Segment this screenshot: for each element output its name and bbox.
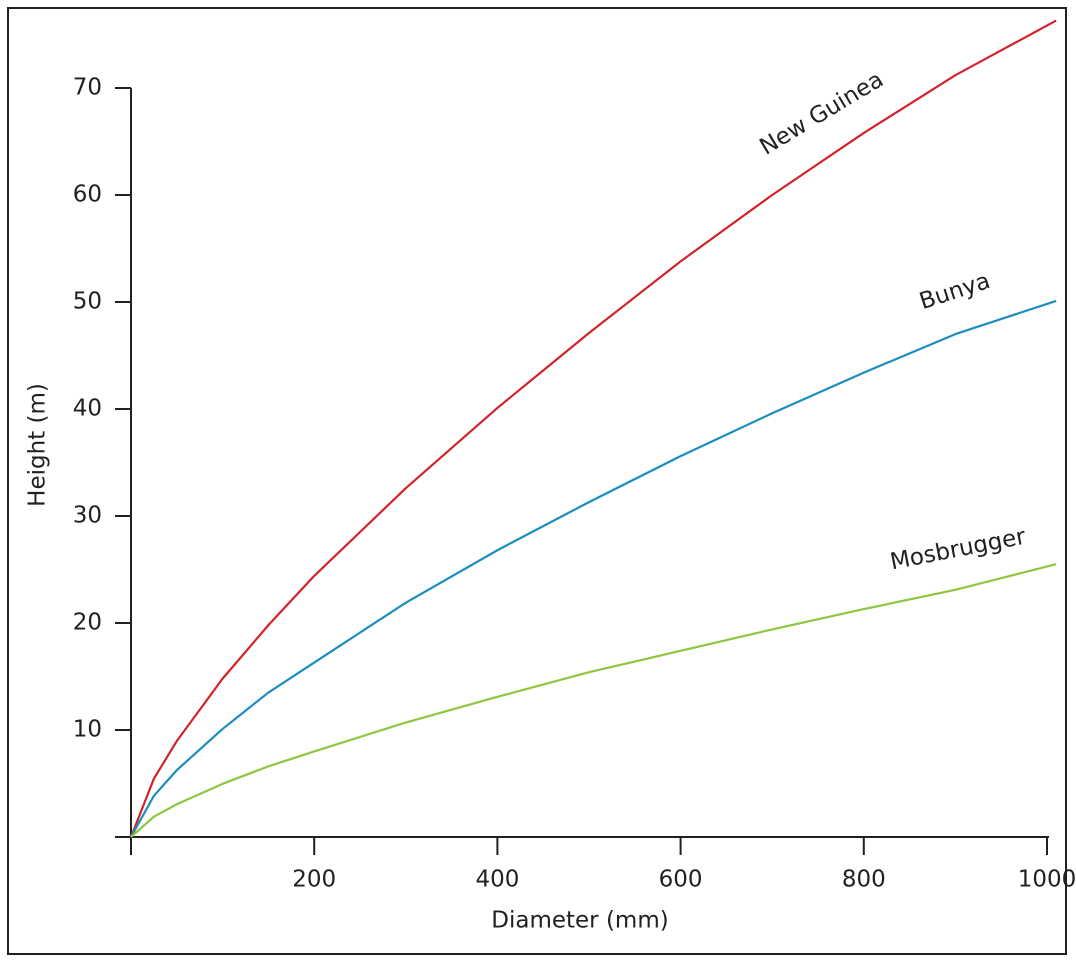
- x-tick-label: 200: [292, 867, 336, 893]
- series-line: [130, 299, 1057, 838]
- y-axis-title: Height (m): [25, 383, 51, 507]
- series-line: [129, 19, 1057, 838]
- y-tick-label: 10: [73, 717, 102, 743]
- series-line: [130, 563, 1057, 838]
- frame: [7, 7, 1067, 955]
- series-label: New Guinea: [755, 67, 888, 161]
- y-tick-label: 20: [73, 610, 102, 636]
- x-tick-label: 800: [842, 867, 886, 893]
- y-tick-label: 60: [73, 182, 102, 208]
- x-tick-label: 1000: [1018, 867, 1076, 893]
- x-tick-label: 600: [659, 867, 703, 893]
- series-label: Mosbrugger: [888, 524, 1028, 576]
- series-label: Bunya: [916, 268, 993, 315]
- y-tick-label: 40: [73, 396, 102, 422]
- x-tick-label: 400: [475, 867, 519, 893]
- y-tick-label: 50: [73, 289, 102, 315]
- x-axis-title: Diameter (mm): [491, 908, 668, 934]
- y-tick-label: 70: [73, 75, 102, 101]
- y-tick-label: 30: [73, 503, 102, 529]
